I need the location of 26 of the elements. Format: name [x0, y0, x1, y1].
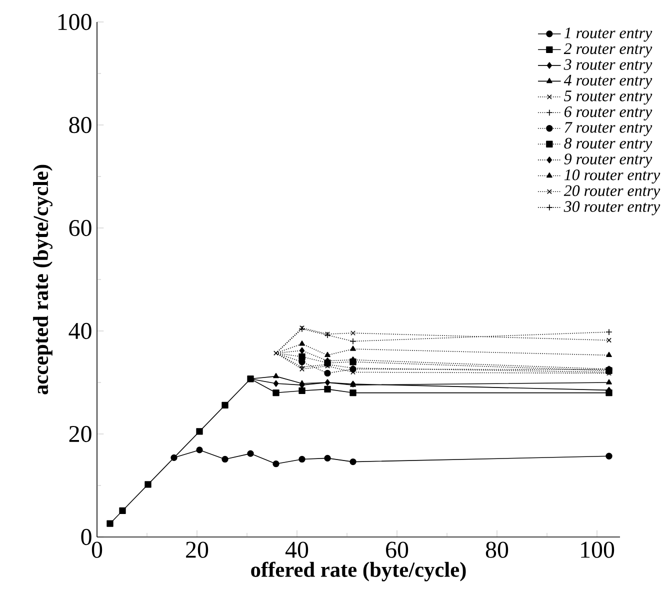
x-tick-label: 60	[386, 542, 408, 558]
x-axis-title: offered rate (byte/cycle)	[251, 562, 466, 582]
x-tick-label: 80	[486, 542, 508, 558]
y-axis-title: accepted rate (byte/cycle)	[33, 164, 52, 394]
y-tick-label: 40	[68, 322, 92, 340]
legend-label: 5 router entry	[564, 90, 652, 105]
y-tick-label: 0	[81, 528, 92, 546]
legend-label: 7 router entry	[564, 122, 652, 136]
y-tick-label: 80	[69, 116, 92, 134]
y-tick-label: 20	[69, 426, 92, 442]
y-tick-label: 60	[69, 220, 92, 236]
legend-label: 6 router entry	[564, 106, 652, 120]
legend-label: 30 router entry	[564, 201, 660, 216]
legend-label: 8 router entry	[564, 138, 652, 152]
x-tick-label: 0	[92, 542, 102, 558]
x-tick-label: 20	[186, 542, 208, 558]
legend-label: 20 router entry	[564, 185, 660, 200]
legend-label: 1 router entry	[564, 28, 652, 42]
legend-label: 2 router entry	[564, 43, 652, 58]
x-tick-label: 100	[581, 542, 614, 558]
legend-label: 3 router entry	[564, 59, 652, 74]
x-tick-label: 40	[285, 542, 308, 558]
legend-label: 4 router entry	[564, 74, 652, 89]
y-tick-label: 100	[58, 14, 92, 30]
legend-label: 9 router entry	[564, 154, 652, 168]
legend-label: 10 router entry	[564, 169, 660, 184]
